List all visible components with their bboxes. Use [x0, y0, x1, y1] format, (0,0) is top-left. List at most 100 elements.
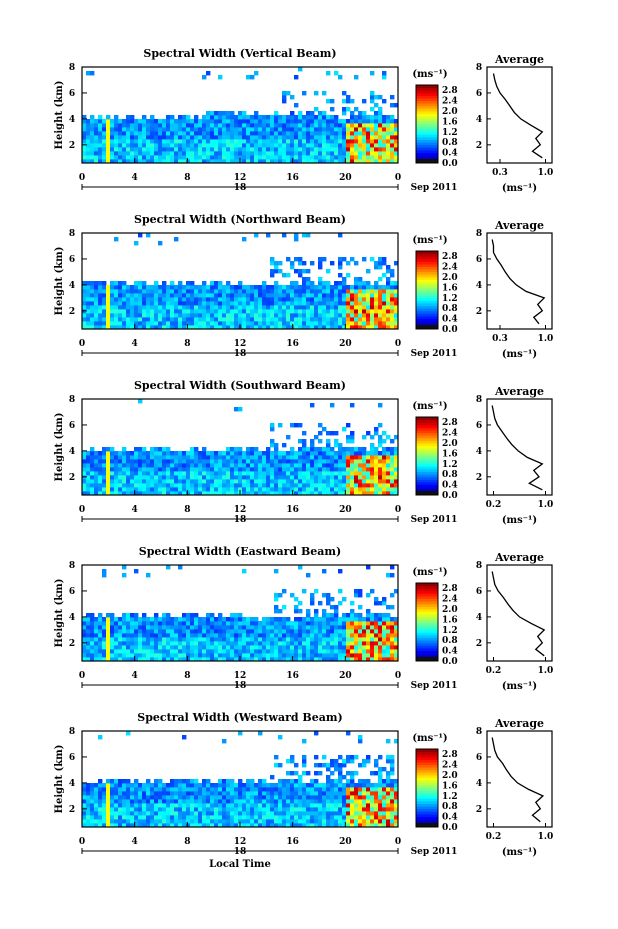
colorbar-tick-label: 1.2 — [442, 460, 458, 470]
heatmap-cell — [290, 787, 295, 792]
colorbar — [416, 583, 438, 662]
heatmap-cell — [86, 325, 91, 330]
heatmap-cell — [310, 645, 315, 650]
heatmap-cell — [382, 641, 387, 646]
heatmap-cell — [382, 645, 387, 650]
heatmap-cell — [290, 111, 295, 116]
heatmap-cell — [182, 305, 187, 310]
heatmap-cell — [210, 147, 215, 152]
heatmap-cell — [358, 645, 363, 650]
heatmap-cell — [122, 791, 127, 796]
heatmap-cell — [382, 479, 387, 484]
heatmap-cell — [238, 463, 243, 468]
heatmap-cell — [302, 763, 307, 768]
heatmap-cell — [86, 641, 91, 646]
heatmap-cell — [322, 297, 327, 302]
colorbar-swatch — [416, 287, 438, 291]
heatmap-cell — [102, 325, 107, 330]
heatmap-cell — [150, 463, 155, 468]
heatmap-cell — [146, 123, 151, 128]
heatmap-cell — [250, 637, 255, 642]
heatmap-cell — [306, 613, 311, 618]
heatmap-cell — [302, 755, 307, 760]
heatmap-cell — [114, 657, 119, 662]
heatmap-cell — [306, 573, 311, 578]
heatmap-cell — [330, 471, 335, 476]
heatmap-cell — [286, 649, 291, 654]
heatmap-cell — [182, 823, 187, 828]
heatmap-cell — [370, 459, 375, 464]
heatmap-cell — [178, 823, 183, 828]
heatmap-cell — [170, 657, 175, 662]
heatmap-cell — [98, 155, 103, 160]
heatmap-cell — [262, 811, 267, 816]
heatmap-cell — [254, 147, 259, 152]
heatmap-cell — [226, 127, 231, 132]
y-tick-label: 2 — [69, 141, 75, 151]
heatmap-cell — [130, 463, 135, 468]
heatmap-cell — [374, 633, 379, 638]
heatmap-cell — [234, 807, 239, 812]
heatmap-cell — [362, 147, 367, 152]
heatmap-cell — [242, 783, 247, 788]
heatmap-cell — [238, 811, 243, 816]
heatmap-cell — [290, 641, 295, 646]
heatmap-cell — [154, 119, 159, 124]
heatmap-cell — [266, 447, 271, 452]
heatmap-cell — [290, 807, 295, 812]
heatmap-cell — [222, 633, 227, 638]
heatmap-cell — [126, 633, 131, 638]
heatmap-cell — [126, 119, 131, 124]
heatmap-cell — [382, 455, 387, 460]
heatmap-cell — [290, 795, 295, 800]
heatmap-cell — [202, 641, 207, 646]
heatmap-cell — [262, 791, 267, 796]
heatmap-cell — [302, 479, 307, 484]
colorbar-swatch — [416, 419, 438, 423]
heatmap-cell — [302, 459, 307, 464]
heatmap-cell — [294, 597, 299, 602]
colorbar-swatch — [416, 150, 438, 153]
heatmap-cell — [338, 459, 343, 464]
heatmap-cell — [206, 111, 211, 116]
heatmap-cell — [170, 815, 175, 820]
heatmap-cell — [302, 791, 307, 796]
heatmap-cell — [334, 617, 339, 622]
heatmap-cell — [126, 807, 131, 812]
colorbar-swatch — [416, 261, 438, 265]
heatmap-cell — [382, 99, 387, 104]
heatmap-cell — [266, 143, 271, 148]
heatmap-cell — [362, 115, 367, 120]
heatmap-cell — [162, 455, 167, 460]
heatmap-cell — [294, 625, 299, 630]
heatmap-cell — [134, 783, 139, 788]
heatmap-cell — [150, 811, 155, 816]
colorbar-swatch — [416, 274, 438, 278]
heatmap-cell — [230, 139, 235, 144]
heatmap-cell — [86, 451, 91, 456]
heatmap-cell — [190, 313, 195, 318]
heatmap-cell — [178, 779, 183, 784]
heatmap-cell — [290, 423, 295, 428]
heatmap-cell — [170, 467, 175, 472]
heatmap-cell — [278, 261, 283, 266]
heatmap-cell — [154, 491, 159, 496]
heatmap-cell — [102, 811, 107, 816]
heatmap-cell — [362, 629, 367, 634]
heatmap-cell — [210, 479, 215, 484]
heatmap-cell — [266, 313, 271, 318]
heatmap-cell — [378, 455, 383, 460]
heatmap-cell — [258, 301, 263, 306]
heatmap-cell — [158, 487, 163, 492]
heatmap-cell — [342, 625, 347, 630]
heatmap-cell — [346, 447, 351, 452]
heatmap-cell — [190, 467, 195, 472]
heatmap-cell — [86, 309, 91, 314]
heatmap-cell — [114, 799, 119, 804]
heatmap-cell — [282, 653, 287, 658]
heatmap-cell — [202, 487, 207, 492]
colorbar-swatch — [416, 463, 438, 467]
heatmap-cell — [94, 459, 99, 464]
heatmap-cell — [226, 139, 231, 144]
heatmap-cell — [210, 309, 215, 314]
